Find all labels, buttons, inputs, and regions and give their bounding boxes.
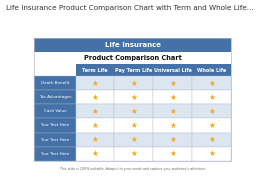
FancyBboxPatch shape — [76, 147, 114, 161]
Text: ★: ★ — [169, 93, 176, 102]
FancyBboxPatch shape — [34, 38, 231, 52]
FancyBboxPatch shape — [114, 147, 153, 161]
FancyBboxPatch shape — [76, 76, 114, 90]
Text: ★: ★ — [91, 149, 98, 158]
Text: Life Insurance Product Comparison Chart with Term and Whole Life...: Life Insurance Product Comparison Chart … — [6, 5, 253, 11]
Text: ★: ★ — [131, 149, 137, 158]
Text: ★: ★ — [131, 121, 137, 130]
Text: ★: ★ — [91, 107, 98, 116]
FancyBboxPatch shape — [192, 76, 231, 90]
FancyBboxPatch shape — [192, 119, 231, 133]
Text: ★: ★ — [131, 107, 137, 116]
FancyBboxPatch shape — [153, 90, 192, 104]
Text: ★: ★ — [91, 79, 98, 88]
Text: Term Life: Term Life — [82, 68, 108, 73]
Text: Product Comparison Chart: Product Comparison Chart — [84, 55, 182, 61]
Text: ★: ★ — [131, 79, 137, 88]
FancyBboxPatch shape — [34, 104, 76, 119]
FancyBboxPatch shape — [76, 64, 231, 76]
Text: ★: ★ — [91, 135, 98, 144]
Text: ★: ★ — [169, 149, 176, 158]
FancyBboxPatch shape — [114, 76, 153, 90]
FancyBboxPatch shape — [34, 133, 76, 147]
FancyBboxPatch shape — [153, 76, 192, 90]
Text: Your Text Here: Your Text Here — [40, 138, 70, 142]
FancyBboxPatch shape — [192, 90, 231, 104]
FancyBboxPatch shape — [76, 90, 114, 104]
Text: Universal Life: Universal Life — [154, 68, 192, 73]
Text: ★: ★ — [169, 121, 176, 130]
Text: ★: ★ — [91, 93, 98, 102]
Text: Death Benefit: Death Benefit — [41, 81, 69, 85]
FancyBboxPatch shape — [76, 104, 114, 119]
Text: Life Insurance: Life Insurance — [105, 42, 161, 48]
Text: Pay Term Life: Pay Term Life — [115, 68, 153, 73]
Text: ★: ★ — [91, 121, 98, 130]
FancyBboxPatch shape — [34, 119, 76, 133]
FancyBboxPatch shape — [192, 133, 231, 147]
Text: ★: ★ — [208, 149, 215, 158]
FancyBboxPatch shape — [34, 147, 76, 161]
FancyBboxPatch shape — [76, 119, 114, 133]
Text: ★: ★ — [169, 79, 176, 88]
FancyBboxPatch shape — [153, 104, 192, 119]
Text: ★: ★ — [208, 93, 215, 102]
FancyBboxPatch shape — [114, 133, 153, 147]
Text: ★: ★ — [131, 93, 137, 102]
FancyBboxPatch shape — [34, 76, 76, 90]
Text: Cash Value: Cash Value — [44, 109, 66, 113]
FancyBboxPatch shape — [76, 133, 114, 147]
Text: ★: ★ — [208, 121, 215, 130]
Text: ★: ★ — [208, 135, 215, 144]
Text: ★: ★ — [169, 135, 176, 144]
FancyBboxPatch shape — [114, 90, 153, 104]
FancyBboxPatch shape — [153, 147, 192, 161]
Text: ★: ★ — [131, 135, 137, 144]
Text: Whole Life: Whole Life — [197, 68, 226, 73]
Text: ★: ★ — [169, 107, 176, 116]
Text: Tax Advantages: Tax Advantages — [39, 95, 71, 99]
FancyBboxPatch shape — [192, 104, 231, 119]
FancyBboxPatch shape — [153, 119, 192, 133]
FancyBboxPatch shape — [153, 133, 192, 147]
FancyBboxPatch shape — [34, 90, 76, 104]
Text: ★: ★ — [208, 107, 215, 116]
FancyBboxPatch shape — [192, 147, 231, 161]
FancyBboxPatch shape — [114, 104, 153, 119]
Text: Your Text Here: Your Text Here — [40, 124, 70, 127]
Text: This slide is 100% editable. Adapt it to your needs and capture your audience's : This slide is 100% editable. Adapt it to… — [60, 167, 206, 171]
Text: Your Text Here: Your Text Here — [40, 152, 70, 156]
Text: ★: ★ — [208, 79, 215, 88]
FancyBboxPatch shape — [114, 119, 153, 133]
